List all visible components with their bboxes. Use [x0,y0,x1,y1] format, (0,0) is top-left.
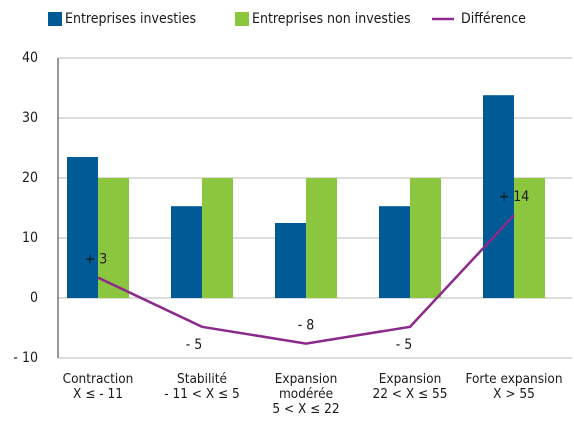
data-label: + 3 [85,252,108,268]
data-label: - 5 [396,337,413,353]
bar [202,178,233,298]
bar [483,95,514,298]
legend-swatch [235,12,249,26]
x-tick-label: Stabilité - 11 < X ≤ 5 [164,371,240,402]
bar [98,178,129,298]
y-tick-label: 0 [30,290,38,306]
legend-label: Différence [461,11,526,27]
y-tick-label: - 10 [13,350,38,366]
y-tick-label: 10 [22,230,38,246]
data-label: + 14 [499,189,530,205]
bar [514,178,545,298]
bar [379,206,410,298]
y-tick-label: 30 [22,110,38,126]
x-tick-label: Expansion 22 < X ≤ 55 [372,371,448,402]
bar [171,206,202,298]
data-label: - 8 [298,318,315,334]
data-label: - 5 [186,337,203,353]
legend-label: Entreprises non investies [252,11,411,27]
bar [410,178,441,298]
y-tick-label: 20 [22,170,38,186]
y-tick-label: 40 [22,50,38,66]
bar [306,178,337,298]
bar [67,157,98,298]
legend-swatch [48,12,62,26]
x-tick-label: Contraction X ≤ - 11 [62,371,134,402]
legend-label: Entreprises investies [65,11,196,27]
line [97,214,515,345]
x-tick-label: Expansion modérée 5 < X ≤ 22 [272,371,340,417]
bar [275,223,306,298]
x-tick-label: Forte expansion X > 55 [465,371,563,402]
